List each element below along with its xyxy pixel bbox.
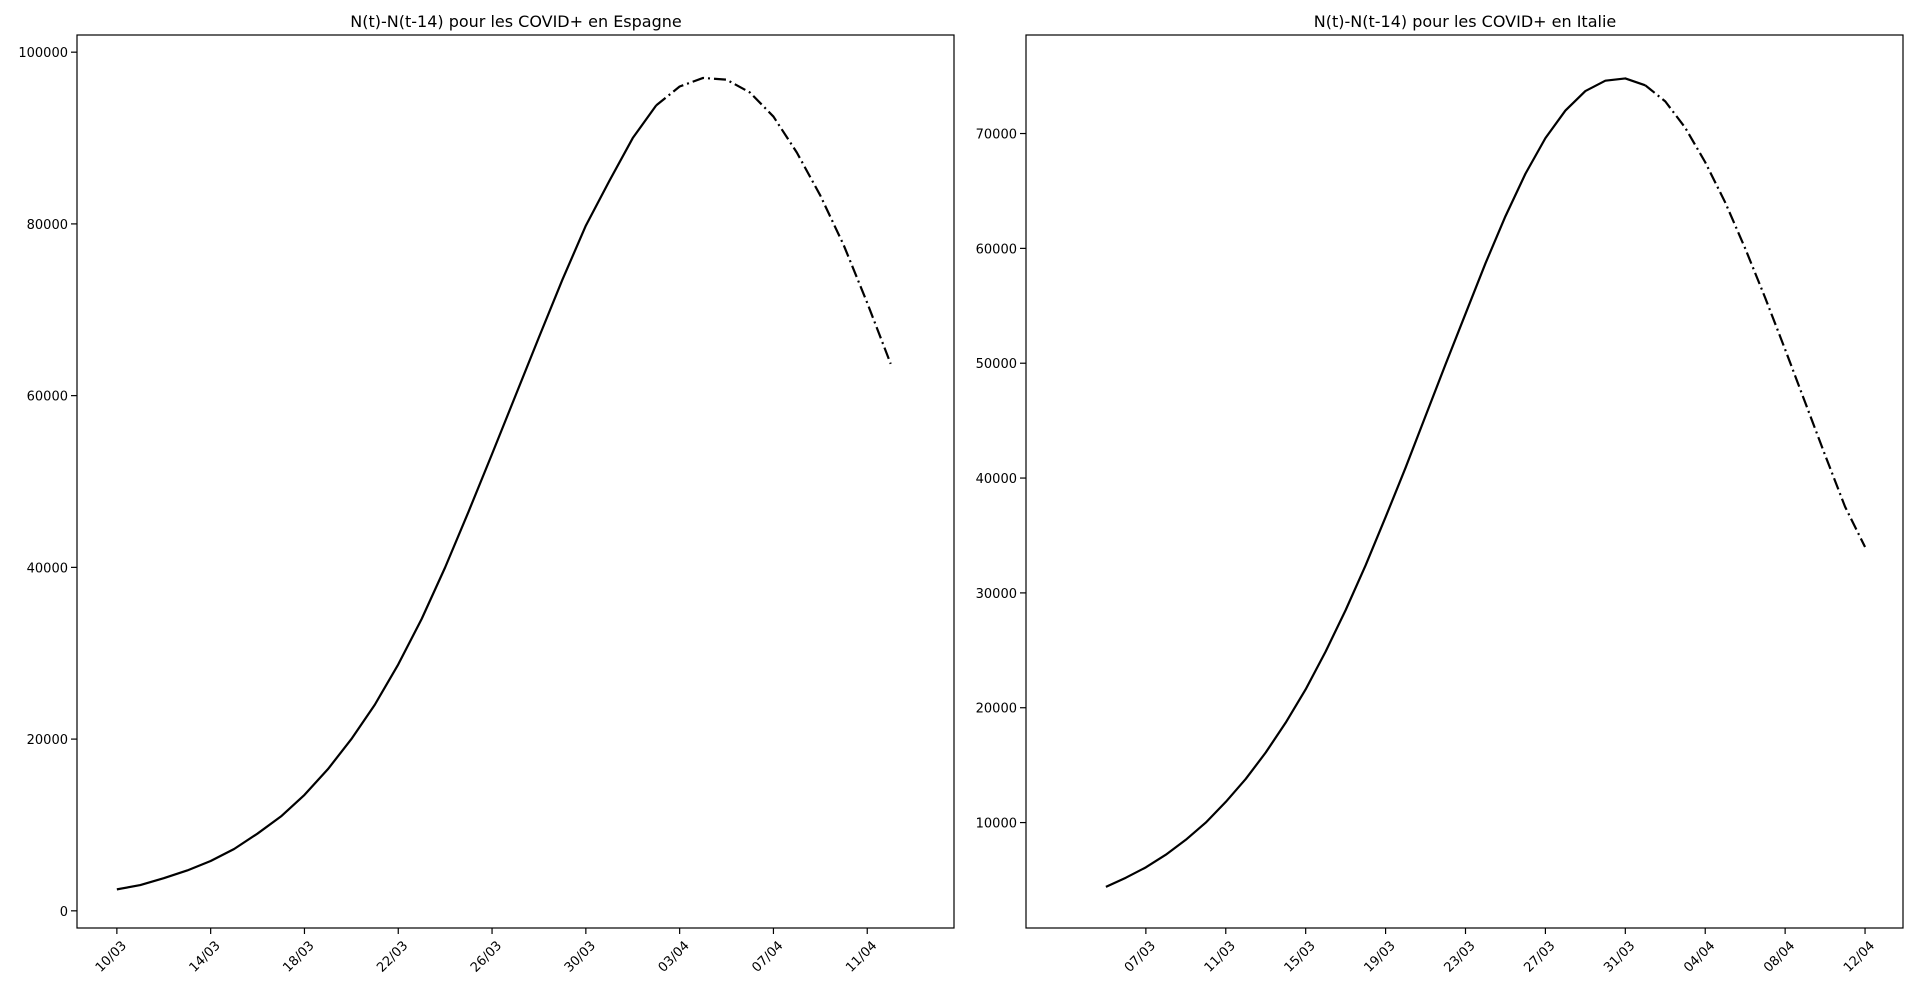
observed-series-line-spain — [116, 104, 658, 891]
y-tick-label: 20000 — [27, 733, 68, 748]
x-tick-label: 30/03 — [562, 938, 599, 975]
y-tick-label: 70000 — [976, 128, 1017, 143]
x-tick-label: 07/03 — [1122, 938, 1159, 975]
y-tick-label: 40000 — [976, 472, 1017, 487]
x-tick-label: 26/03 — [468, 938, 505, 975]
x-tick-label: 23/03 — [1441, 938, 1478, 975]
projected-series-line-spain — [655, 76, 892, 365]
x-tick-label: 18/03 — [280, 938, 317, 975]
x-tick-label: 31/03 — [1601, 938, 1638, 975]
x-tick-label: 12/04 — [1841, 938, 1878, 975]
observed-series-line-italy — [1105, 77, 1646, 888]
x-tick-label: 15/03 — [1282, 938, 1319, 975]
plot-frame-italy — [1025, 34, 1904, 929]
x-tick-label: 14/03 — [187, 938, 224, 975]
y-axis-spain: 0 20000 40000 60000 80000 100000 — [18, 46, 77, 920]
y-tick-label: 0 — [60, 905, 68, 920]
y-tick-label: 20000 — [976, 702, 1017, 717]
y-tick-label: 60000 — [976, 242, 1017, 257]
series-lines-spain — [116, 76, 892, 891]
x-axis-italy: 07/03 11/03 15/03 19/03 23/03 27/03 31/03 04/04… — [1122, 928, 1878, 976]
x-tick-label: 27/03 — [1521, 938, 1558, 975]
x-tick-label: 19/03 — [1362, 938, 1399, 975]
y-tick-label: 100000 — [18, 46, 68, 61]
y-tick-label: 50000 — [976, 357, 1017, 372]
y-tick-label: 80000 — [27, 218, 68, 233]
y-tick-label: 60000 — [27, 390, 68, 405]
x-tick-label: 07/04 — [749, 938, 786, 975]
y-tick-label: 30000 — [976, 587, 1017, 602]
plot-frame-spain — [76, 34, 955, 929]
chart-title-italy: N(t)-N(t-14) pour les COVID+ en Italie — [1314, 12, 1616, 31]
projected-series-line-italy — [1644, 84, 1867, 548]
y-tick-label: 10000 — [976, 817, 1017, 832]
series-lines-italy — [1105, 77, 1867, 888]
x-tick-label: 03/04 — [656, 938, 693, 975]
x-tick-label: 08/04 — [1761, 938, 1798, 975]
y-axis-italy: 10000 20000 30000 40000 50000 60000 70000 — [976, 128, 1026, 832]
x-tick-label: 11/03 — [1202, 938, 1239, 975]
x-tick-label: 11/04 — [843, 938, 880, 975]
x-tick-label: 10/03 — [93, 938, 130, 975]
chart-title-spain: N(t)-N(t-14) pour les COVID+ en Espagne — [350, 12, 681, 31]
y-tick-label: 40000 — [27, 561, 68, 576]
chart-spain: N(t)-N(t-14) pour les COVID+ en Espagne … — [18, 12, 955, 976]
x-axis-spain: 10/03 14/03 18/03 22/03 26/03 30/03 03/04 07/04… — [93, 928, 880, 976]
x-tick-label: 04/04 — [1681, 938, 1718, 975]
chart-italy: N(t)-N(t-14) pour les COVID+ en Italie 1… — [976, 12, 1904, 976]
x-tick-label: 22/03 — [374, 938, 411, 975]
